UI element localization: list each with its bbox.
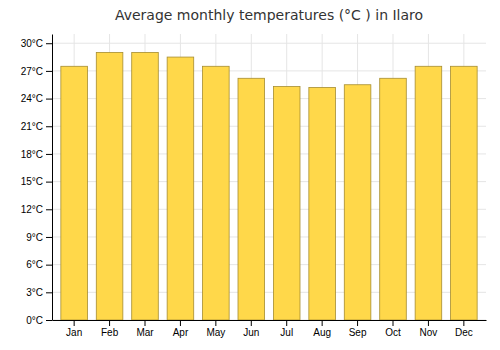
x-tick-mark (286, 320, 287, 326)
bar (238, 78, 265, 320)
x-tick-label: Oct (385, 327, 401, 338)
x-tick-mark (145, 320, 146, 326)
x-tick-mark (251, 320, 252, 326)
x-tick-mark (180, 320, 181, 326)
y-tick-label: 15°C (21, 176, 43, 187)
bar (167, 57, 194, 320)
x-tick: Feb (101, 320, 119, 338)
bar (203, 66, 230, 320)
x-tick-label: Jun (243, 327, 259, 338)
y-tick: 18°C (21, 149, 52, 160)
grid-line (52, 43, 486, 44)
y-tick-mark (46, 209, 52, 210)
grid (52, 34, 486, 320)
y-tick: 6°C (26, 259, 52, 270)
x-tick: Oct (385, 320, 401, 338)
x-tick: Jan (66, 320, 82, 338)
y-tick-mark (46, 71, 52, 72)
chart: Average monthly temperatures (°C ) in Il… (0, 0, 500, 350)
bar (415, 66, 442, 320)
y-tick-label: 3°C (26, 287, 43, 298)
x-tick-label: Feb (101, 327, 119, 338)
x-tick-mark (322, 320, 323, 326)
x-tick-label: Nov (420, 327, 438, 338)
y-tick-label: 27°C (21, 66, 43, 77)
bar (344, 85, 371, 320)
x-tick-mark (109, 320, 110, 326)
x-tick-label: Sep (349, 327, 367, 338)
bar (273, 87, 300, 320)
y-tick: 9°C (26, 232, 52, 243)
bar (309, 88, 336, 320)
x-tick: Jul (280, 320, 293, 338)
y-tick: 12°C (21, 204, 52, 215)
plot: Jan Feb Mar Apr May Jun Jul Aug Sep Oct Nov Dec 0°C 3… (21, 34, 487, 338)
y-tick-label: 12°C (21, 204, 43, 215)
y-tick: 24°C (21, 93, 52, 104)
y-tick-mark (46, 99, 52, 100)
bar (61, 66, 88, 320)
y-tick-label: 24°C (21, 93, 43, 104)
x-axis-line (53, 320, 487, 321)
x-tick: Apr (173, 320, 189, 338)
y-tick-label: 0°C (26, 315, 43, 326)
x-tick-label: May (206, 327, 225, 338)
x-tick: Dec (455, 320, 473, 338)
bar (132, 52, 159, 320)
bar (96, 52, 123, 320)
x-axis: Jan Feb Mar Apr May Jun Jul Aug Sep Oct Nov Dec (53, 320, 487, 338)
x-tick-mark (428, 320, 429, 326)
bar (451, 66, 478, 320)
x-tick: May (206, 320, 225, 338)
x-tick: Aug (313, 320, 331, 338)
y-tick-label: 6°C (26, 259, 43, 270)
y-axis-line (52, 35, 53, 321)
x-tick-mark (463, 320, 464, 326)
bar (380, 78, 407, 320)
y-tick-mark (46, 292, 52, 293)
y-tick-mark (46, 154, 52, 155)
x-tick-label: Mar (136, 327, 154, 338)
y-tick: 15°C (21, 176, 52, 187)
x-tick-label: Apr (173, 327, 189, 338)
y-tick: 3°C (26, 287, 52, 298)
x-tick-label: Jan (66, 327, 82, 338)
x-tick-label: Aug (313, 327, 331, 338)
x-tick: Nov (420, 320, 438, 338)
y-tick-mark (46, 237, 52, 238)
x-tick-mark (393, 320, 394, 326)
y-tick-mark (46, 265, 52, 266)
x-tick-mark (74, 320, 75, 326)
y-tick-label: 9°C (26, 232, 43, 243)
x-tick: Sep (349, 320, 367, 338)
x-tick: Jun (243, 320, 259, 338)
bars (61, 52, 477, 320)
x-tick: Mar (136, 320, 154, 338)
x-tick-label: Jul (280, 327, 293, 338)
y-tick: 27°C (21, 66, 52, 77)
x-tick-mark (215, 320, 216, 326)
x-tick-mark (357, 320, 358, 326)
y-tick: 21°C (21, 121, 52, 132)
y-tick-mark (46, 320, 52, 321)
y-tick-mark (46, 182, 52, 183)
y-tick-label: 18°C (21, 149, 43, 160)
y-tick-mark (46, 43, 52, 44)
y-tick-label: 21°C (21, 121, 43, 132)
title: Average monthly temperatures (°C ) in Il… (115, 7, 423, 23)
x-tick-label: Dec (455, 327, 473, 338)
y-tick: 0°C (26, 315, 52, 326)
y-axis: 0°C 3°C 6°C 9°C 12°C 15°C 18°C 21°C 24°C 27°C 30°C (21, 35, 53, 326)
y-tick-mark (46, 126, 52, 127)
y-tick: 30°C (21, 38, 52, 49)
y-tick-label: 30°C (21, 38, 43, 49)
